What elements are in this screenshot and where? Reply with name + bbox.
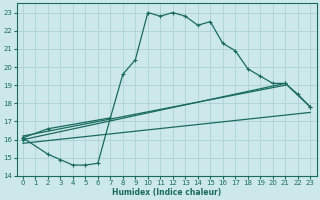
X-axis label: Humidex (Indice chaleur): Humidex (Indice chaleur) [112, 188, 221, 197]
